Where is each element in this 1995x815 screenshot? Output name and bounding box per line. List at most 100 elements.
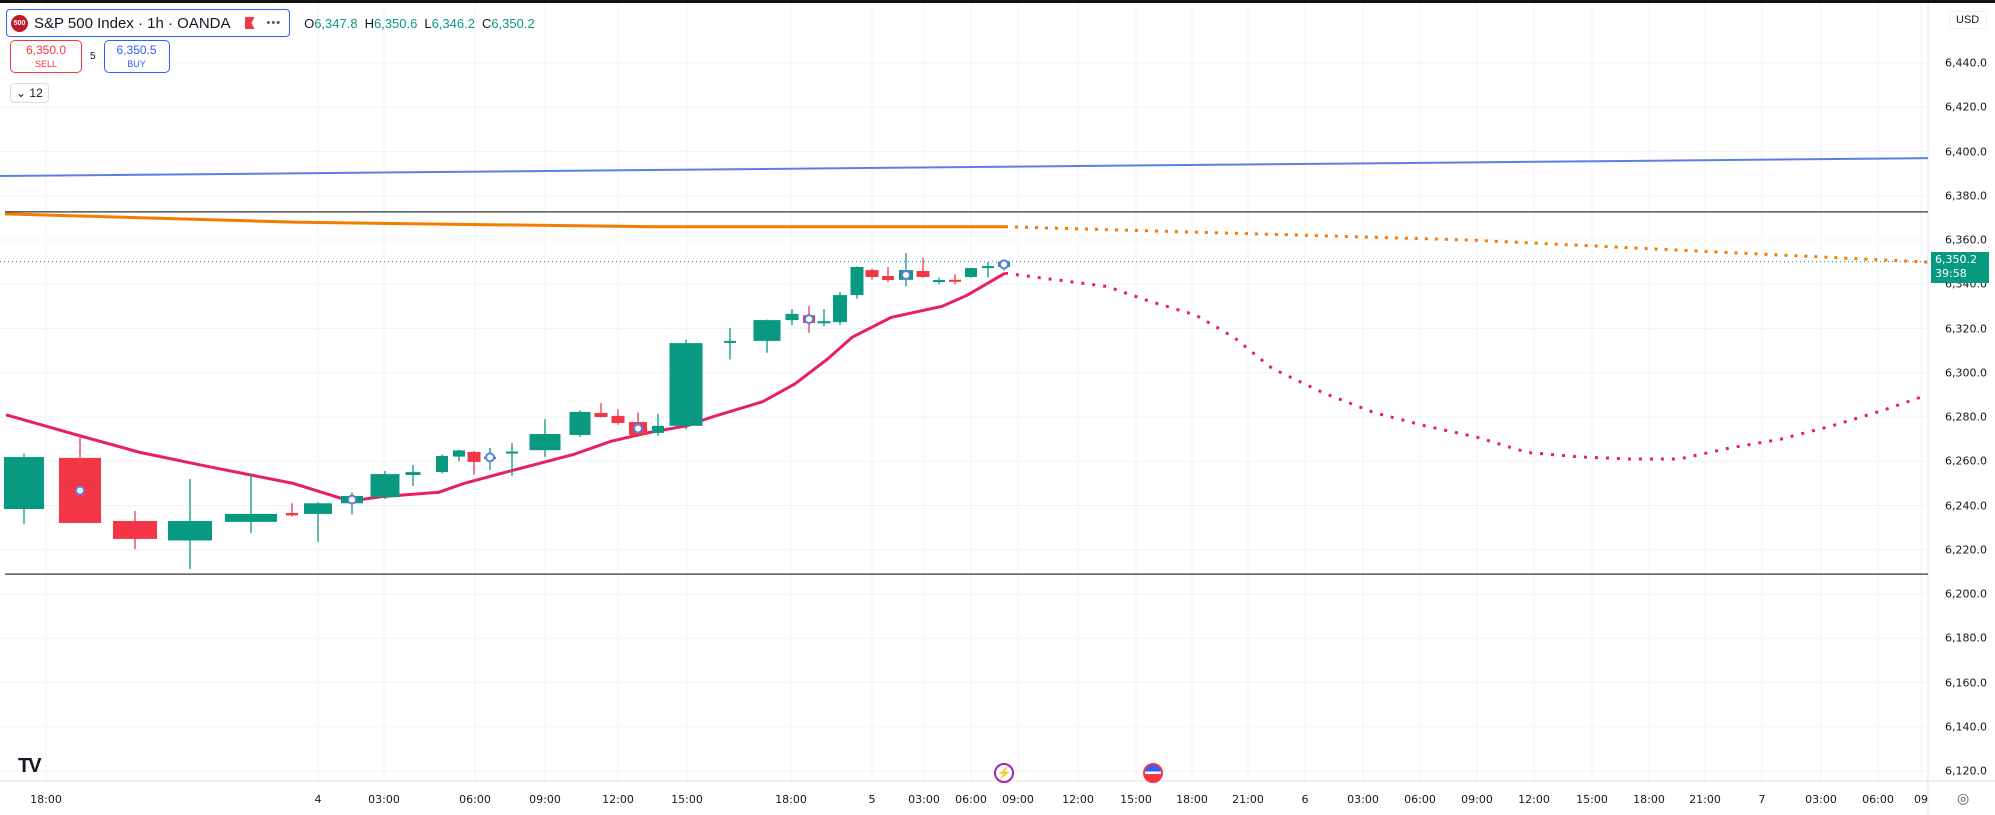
chevron-down-icon: ⌄ <box>16 86 27 100</box>
time-tick-label: 06:00 <box>459 793 491 806</box>
time-tick-label: 15:00 <box>1120 793 1152 806</box>
orange-forecast-line <box>1004 225 1929 264</box>
time-tick-label: 12:00 <box>1062 793 1094 806</box>
candle-body <box>467 451 481 462</box>
time-tick-label: 18:00 <box>1176 793 1208 806</box>
candle-body <box>569 411 591 435</box>
ohlc-open: O6,347.8 <box>304 15 358 31</box>
spread-value: 5 <box>90 51 96 62</box>
time-tick-label: 5 <box>868 793 876 806</box>
blue-trendline <box>0 157 1929 178</box>
trade-marker-icon <box>347 494 357 505</box>
time-tick-label: 06:00 <box>955 793 987 806</box>
time-tick-label: 15:00 <box>671 793 703 806</box>
candle-body <box>916 270 930 277</box>
time-tick-label: 12:00 <box>602 793 634 806</box>
eye-settings-icon[interactable]: ◎ <box>1957 790 1970 806</box>
indicators-count: 12 <box>29 86 43 100</box>
time-tick-label: 7 <box>1758 793 1766 806</box>
sell-button[interactable]: 6,350.0 SELL <box>10 40 82 73</box>
last-price: 6,350.2 <box>1935 253 1977 266</box>
time-tick-label: 03:00 <box>1805 793 1837 806</box>
price-tick-label: 6,120.0 <box>1945 764 1987 778</box>
time-tick-label: 6 <box>1301 793 1309 806</box>
time-tick-label: 21:00 <box>1689 793 1721 806</box>
trade-marker-icon <box>999 259 1009 270</box>
price-tick-label: 6,180.0 <box>1945 631 1987 645</box>
lightning-event-icon[interactable]: ⚡ <box>994 763 1014 783</box>
time-tick-label: 06:00 <box>1404 793 1436 806</box>
ma-forecast-line <box>1004 271 1922 461</box>
price-tick-label: 6,220.0 <box>1945 543 1987 557</box>
candle-body <box>168 520 212 541</box>
candle-body <box>669 343 703 426</box>
currency-select[interactable]: USD <box>1949 11 1987 29</box>
candle-body <box>882 276 894 281</box>
price-tick-label: 6,280.0 <box>1945 410 1987 424</box>
ma-line <box>5 271 1006 503</box>
candle-body <box>865 270 879 277</box>
buy-label: BUY <box>127 59 146 69</box>
price-tick-label: 6,380.0 <box>1945 189 1987 203</box>
time-tick-label: 12:00 <box>1518 793 1550 806</box>
sell-label: SELL <box>34 59 58 69</box>
bar-countdown: 39:58 <box>1935 267 1967 280</box>
candle-body <box>304 503 332 514</box>
time-tick-label: 09 <box>1914 793 1928 806</box>
time-tick-label: 03:00 <box>908 793 940 806</box>
price-tick-label: 6,440.0 <box>1945 56 1987 70</box>
trade-panel: 6,350.0 SELL 5 6,350.5 BUY <box>10 40 170 73</box>
price-tick-label: 6,240.0 <box>1945 499 1987 512</box>
candle-body <box>594 413 608 417</box>
candle-body <box>529 434 561 451</box>
ohlc-high: H6,350.6 <box>364 15 418 31</box>
trade-marker-icon <box>485 452 495 463</box>
last-price-tag: 6,350.2 39:58 <box>1931 252 1989 283</box>
time-tick-label: 18:00 <box>775 793 807 806</box>
price-tick-label: 6,140.0 <box>1945 720 1987 734</box>
price-tick-label: 6,400.0 <box>1945 145 1987 158</box>
indicators-toggle[interactable]: ⌄ 12 <box>10 83 49 103</box>
orange-line <box>4 212 1005 229</box>
buy-button[interactable]: 6,350.5 BUY <box>103 40 170 73</box>
time-tick-label: 06:00 <box>1862 793 1894 806</box>
currency-label: USD <box>1956 14 1980 26</box>
price-chart[interactable] <box>0 3 1995 815</box>
symbol-logo: 500 <box>11 14 28 32</box>
candle-body <box>453 450 465 457</box>
candle-body <box>405 472 421 475</box>
sell-price: 6,350.0 <box>25 43 67 57</box>
candle-body <box>724 340 736 343</box>
time-tick-label: 09:00 <box>1461 793 1493 806</box>
candle-body <box>965 268 977 277</box>
price-tick-label: 6,320.0 <box>1945 322 1987 335</box>
trade-marker-icon <box>633 423 643 434</box>
candle-body <box>982 266 994 269</box>
us-flag-event-icon[interactable] <box>1143 763 1163 783</box>
trade-marker-icon <box>901 269 911 280</box>
candle-body <box>436 455 448 473</box>
symbol-title: S&P 500 Index · 1h · OANDA <box>34 14 231 32</box>
flag-icon[interactable] <box>244 17 255 29</box>
candle-body <box>113 520 157 539</box>
ohlc-values: O6,347.8 H6,350.6 L6,346.2 C6,350.2 <box>304 16 535 31</box>
chart-legend: 500 S&P 500 Index · 1h · OANDA ••• O6,34… <box>6 9 535 37</box>
ohlc-low: L6,346.2 <box>424 15 475 31</box>
candle-body <box>225 513 277 522</box>
time-tick-label: 03:00 <box>368 793 400 806</box>
trade-marker-icon <box>804 314 814 325</box>
price-tick-label: 6,360.0 <box>1945 233 1987 247</box>
time-tick-label: 09:00 <box>529 793 561 806</box>
buy-price: 6,350.5 <box>116 43 157 57</box>
candle-body <box>785 313 799 321</box>
symbol-title-box[interactable]: 500 S&P 500 Index · 1h · OANDA ••• <box>6 9 291 37</box>
candle-body <box>850 266 864 296</box>
more-options-icon[interactable]: ••• <box>266 17 282 29</box>
candle-body <box>833 295 847 323</box>
time-tick-label: 21:00 <box>1232 793 1264 806</box>
candle-body <box>652 425 664 433</box>
tradingview-logo[interactable]: TV <box>18 755 42 777</box>
candle-body <box>933 280 945 283</box>
candle-body <box>286 513 298 516</box>
